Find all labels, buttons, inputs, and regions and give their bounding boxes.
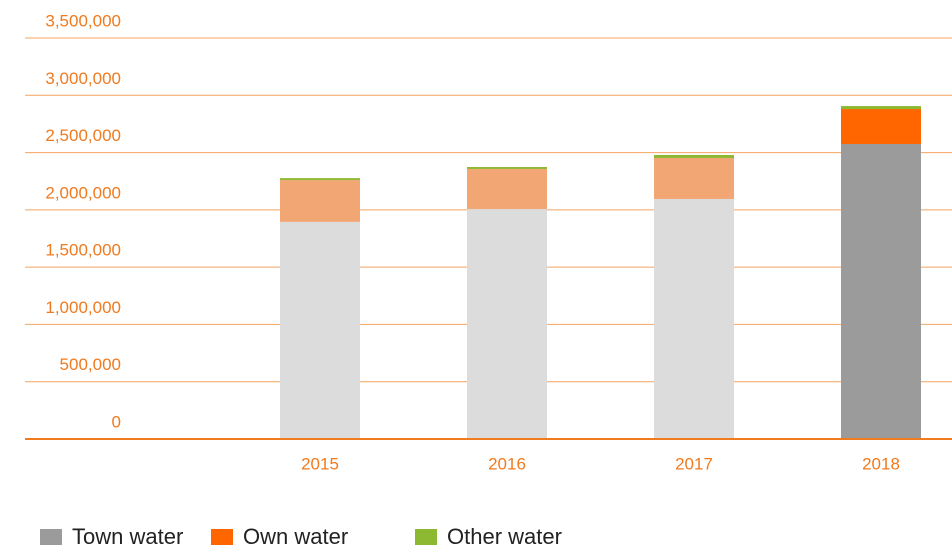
y-tick-label: 0 <box>112 412 121 431</box>
bar-segment <box>280 178 360 181</box>
bar-segment <box>841 106 921 110</box>
y-tick-label: 3,500,000 <box>45 11 121 30</box>
x-tick-label: 2016 <box>488 454 526 473</box>
y-tick-label: 3,000,000 <box>45 69 121 88</box>
x-tick-label: 2017 <box>675 454 713 473</box>
bar-segment <box>654 198 734 439</box>
legend-label: Town water <box>72 524 183 549</box>
bar-segment <box>467 209 547 439</box>
bar-segment <box>654 157 734 199</box>
y-tick-label: 1,500,000 <box>45 241 121 260</box>
legend-swatch <box>415 529 437 545</box>
y-tick-label: 2,000,000 <box>45 183 121 202</box>
bar-segment <box>654 154 734 158</box>
bar-segment <box>841 109 921 144</box>
y-tick-label: 1,000,000 <box>45 298 121 317</box>
y-tick-label: 500,000 <box>60 355 121 374</box>
bar-segment <box>280 221 360 439</box>
y-tick-label: 2,500,000 <box>45 126 121 145</box>
legend-label: Other water <box>447 524 562 549</box>
bar-segment <box>467 168 547 210</box>
bar-segment <box>280 180 360 222</box>
x-tick-label: 2018 <box>862 454 900 473</box>
legend-swatch <box>40 529 62 545</box>
bar-segment <box>841 143 921 439</box>
legend-label: Own water <box>243 524 348 549</box>
legend-swatch <box>211 529 233 545</box>
x-tick-label: 2015 <box>301 454 339 473</box>
bar-segment <box>467 167 547 169</box>
